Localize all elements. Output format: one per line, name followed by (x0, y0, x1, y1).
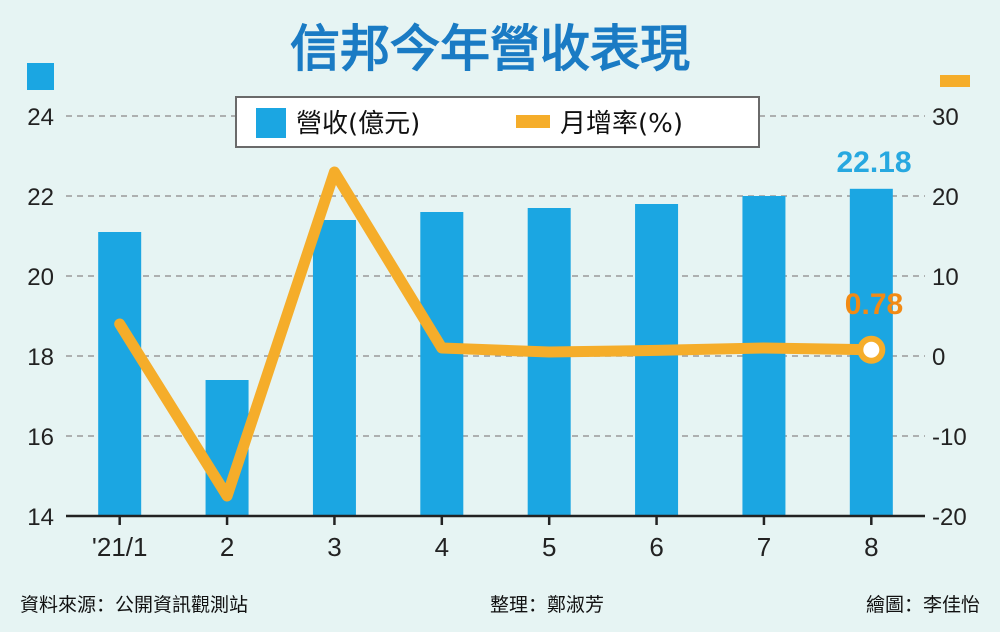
graphic-by-note: 繪圖：李佳怡 (866, 594, 980, 616)
gridlines (66, 115, 925, 437)
revenue-bar (98, 232, 142, 516)
left-tick-label: 22 (27, 184, 54, 211)
right-tick-label: 20 (932, 184, 959, 211)
revenue-bar (312, 220, 356, 516)
right-tick-label: 30 (932, 104, 959, 131)
x-tick-label: 6 (649, 532, 663, 562)
revenue-bars (98, 188, 893, 517)
left-tick-label: 16 (27, 424, 54, 451)
legend-box (235, 96, 760, 148)
left-tick-label: 14 (27, 504, 54, 531)
legend-line-swatch (516, 115, 550, 128)
revenue-bar (742, 196, 786, 516)
revenue-bar (420, 212, 464, 516)
legend-bar-swatch (256, 108, 286, 138)
growth-line-layer (114, 166, 886, 502)
right-tick-label: -10 (932, 424, 967, 451)
revenue-bar (527, 208, 571, 516)
right-tick-label: 0 (932, 344, 945, 371)
x-tick-label: 2 (220, 532, 234, 562)
x-tick-label: 8 (864, 532, 878, 562)
left-tick-label: 24 (27, 104, 54, 131)
left-tick-label: 18 (27, 344, 54, 371)
compiled-by-note: 整理：鄭淑芳 (490, 594, 604, 616)
x-tick-label: 5 (542, 532, 556, 562)
chart-title: 信邦今年營收表現 (290, 20, 690, 78)
growth-rate-line (114, 166, 877, 502)
legend: 營收(億元) 月增率(%) (235, 96, 760, 148)
x-axis: '21/1 2 3 4 5 6 7 8 (66, 514, 925, 562)
left-axis-series-marker (27, 63, 54, 90)
growth-rate-end-marker (857, 335, 886, 364)
last-bar-value-label: 22.18 (836, 146, 911, 179)
x-tick-label: 3 (327, 532, 341, 562)
right-tick-label: -20 (932, 504, 967, 531)
source-note: 資料來源：公開資訊觀測站 (20, 594, 248, 616)
revenue-bar (635, 204, 679, 516)
right-tick-label: 10 (932, 264, 959, 291)
last-line-value-label: 0.78 (845, 288, 903, 321)
legend-bar-label: 營收(億元) (296, 109, 420, 139)
x-tick-label: 4 (435, 532, 449, 562)
legend-line-label: 月增率(%) (560, 109, 683, 139)
x-tick-label: '21/1 (92, 532, 148, 562)
x-tick-label: 7 (757, 532, 771, 562)
right-axis-ticks: -20 -10 0 10 20 30 (932, 104, 967, 531)
left-tick-label: 20 (27, 264, 54, 291)
left-axis-ticks: 14 16 18 20 22 24 (27, 104, 54, 531)
right-axis-series-marker (940, 75, 970, 87)
